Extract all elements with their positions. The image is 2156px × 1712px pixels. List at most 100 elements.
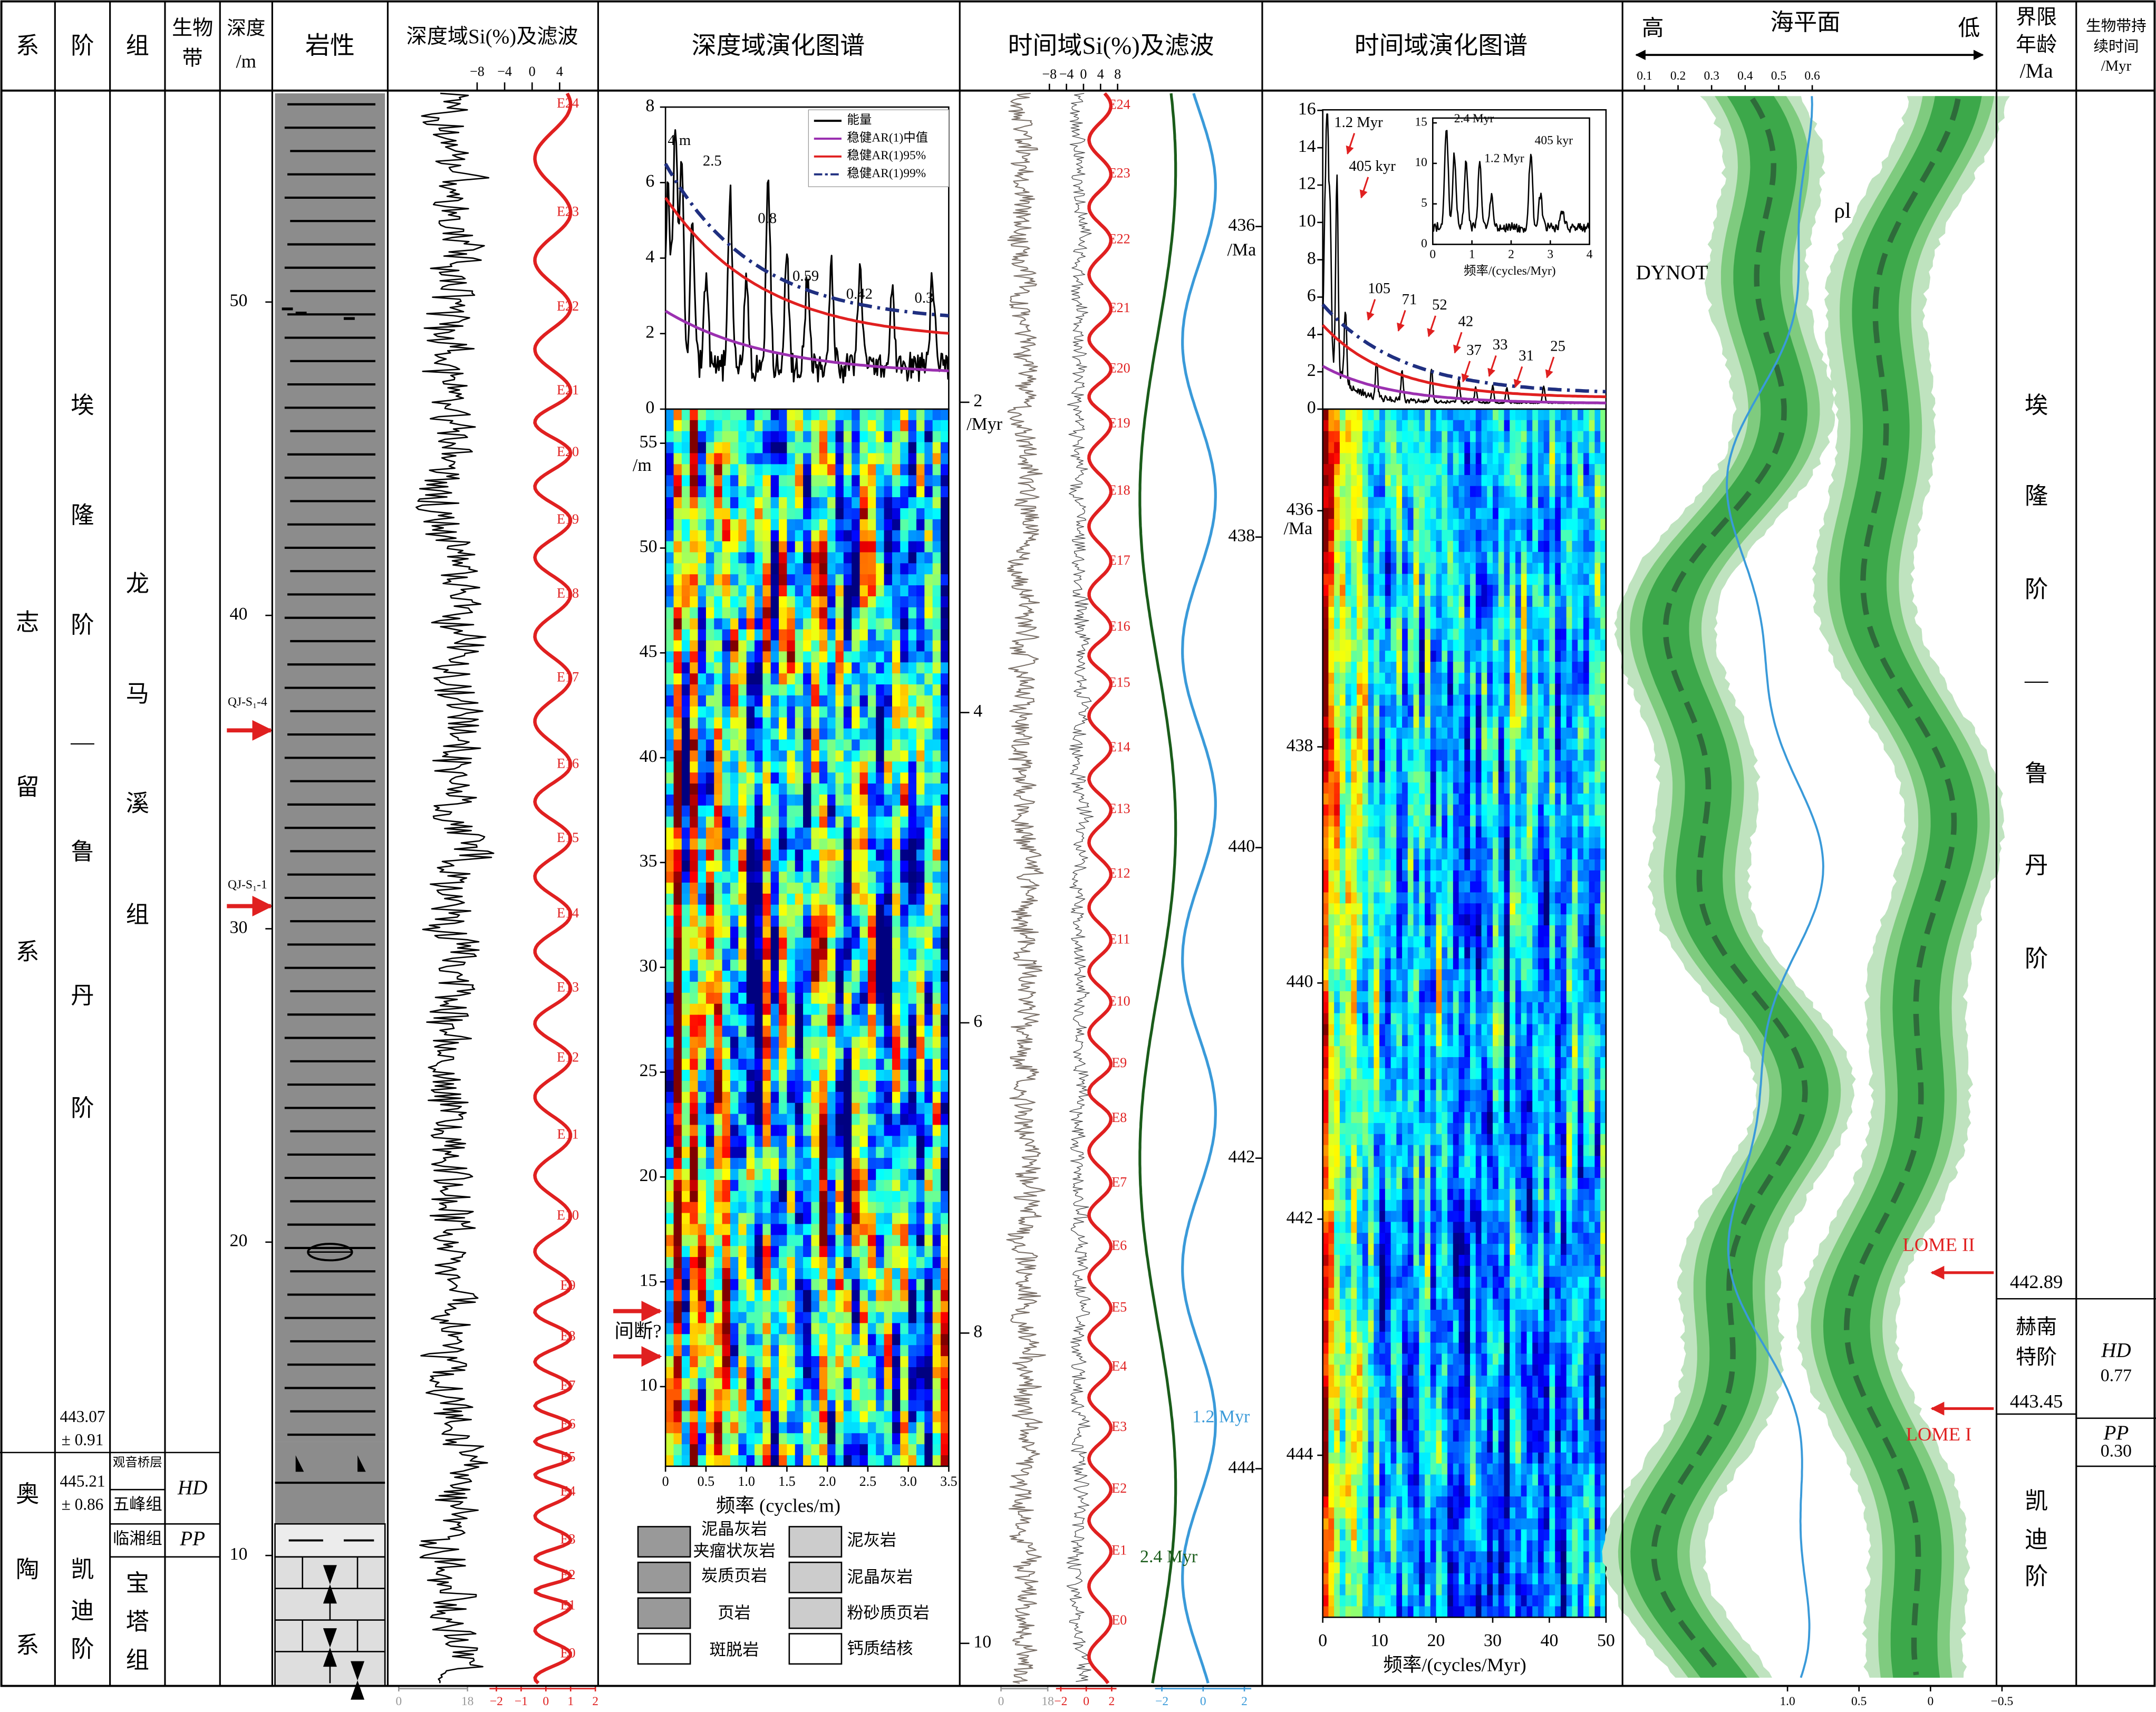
heat-cell bbox=[705, 1455, 715, 1467]
heat-cell bbox=[673, 1400, 682, 1412]
heat-cell bbox=[859, 981, 868, 993]
heat-cell bbox=[811, 816, 820, 828]
tick-label: 30 bbox=[230, 917, 248, 937]
heat-cell bbox=[681, 508, 691, 520]
heat-cell bbox=[705, 662, 715, 674]
heat-cell bbox=[681, 1422, 691, 1434]
heat-cell bbox=[738, 717, 747, 729]
heat-cell bbox=[811, 1400, 820, 1412]
heat-cell bbox=[1390, 508, 1397, 520]
heat-cell bbox=[1351, 530, 1358, 541]
heat-cell bbox=[681, 1235, 691, 1247]
heat-cell bbox=[924, 574, 933, 586]
heat-cell bbox=[730, 761, 739, 773]
heat-cell bbox=[1543, 409, 1550, 421]
heat-cell bbox=[1447, 475, 1454, 487]
label: 钙质结核 bbox=[847, 1639, 913, 1658]
heat-cell bbox=[730, 431, 739, 443]
heat-cell bbox=[932, 1213, 942, 1225]
heat-cell bbox=[859, 453, 868, 465]
heat-cell bbox=[762, 750, 771, 762]
heat-cell bbox=[876, 662, 885, 674]
heat-cell bbox=[803, 607, 812, 619]
heat-cell bbox=[714, 1444, 723, 1456]
heat-cell bbox=[900, 1059, 909, 1071]
heat-cell bbox=[1487, 409, 1494, 421]
heat-cell bbox=[1351, 540, 1358, 553]
heat-cell bbox=[1357, 508, 1363, 520]
heat-cell bbox=[705, 1102, 715, 1115]
heat-cell bbox=[1475, 606, 1482, 618]
heat-cell bbox=[1510, 475, 1516, 487]
heat-cell bbox=[714, 1378, 723, 1390]
heat-cell bbox=[1436, 519, 1443, 531]
heat-cell bbox=[1453, 420, 1459, 432]
heat-cell bbox=[690, 508, 699, 520]
heat-cell bbox=[779, 1169, 788, 1181]
heat-cell bbox=[884, 805, 893, 817]
heat-cell bbox=[827, 486, 836, 498]
cycle-label: E14 bbox=[1108, 739, 1130, 755]
heat-cell bbox=[819, 1433, 828, 1445]
heat-cell bbox=[722, 684, 731, 696]
heat-cell bbox=[852, 1279, 861, 1291]
heat-cell bbox=[859, 486, 868, 498]
heat-cell bbox=[884, 1179, 893, 1192]
heat-cell bbox=[827, 563, 836, 575]
heat-cell bbox=[673, 1433, 682, 1445]
heat-cell bbox=[1526, 606, 1533, 618]
heat-cell bbox=[1430, 563, 1437, 575]
heat-cell bbox=[705, 761, 715, 773]
tick-label: −2 bbox=[490, 1695, 503, 1708]
heat-cell bbox=[819, 1279, 828, 1291]
heat-cell bbox=[827, 1070, 836, 1081]
heat-cell bbox=[1419, 530, 1426, 541]
heat-cell bbox=[827, 1334, 836, 1346]
heat-cell bbox=[705, 442, 715, 454]
heat-cell bbox=[835, 992, 844, 1004]
label: 夹瘤状灰岩 bbox=[693, 1542, 775, 1560]
heat-cell bbox=[941, 1114, 950, 1126]
heat-cell bbox=[690, 816, 699, 828]
heat-cell bbox=[1498, 530, 1505, 541]
heat-cell bbox=[1498, 508, 1505, 520]
heat-cell bbox=[690, 827, 699, 839]
heat-cell bbox=[924, 607, 933, 619]
heat-cell bbox=[755, 1147, 763, 1159]
heat-cell bbox=[819, 849, 828, 862]
heat-cell bbox=[795, 860, 804, 873]
heat-cell bbox=[892, 1301, 901, 1313]
heat-cell bbox=[916, 662, 925, 674]
heat-cell bbox=[787, 728, 796, 740]
heat-cell bbox=[924, 1323, 933, 1335]
heat-cell bbox=[1402, 420, 1408, 432]
heat-cell bbox=[673, 409, 682, 421]
heat-cell bbox=[892, 872, 901, 884]
heat-cell bbox=[924, 838, 933, 850]
heat-cell bbox=[867, 949, 877, 961]
heat-cell bbox=[867, 574, 877, 586]
heat-cell bbox=[665, 1279, 674, 1291]
heat-cell bbox=[916, 1422, 925, 1434]
heat-cell bbox=[1583, 486, 1590, 498]
heat-cell bbox=[867, 728, 877, 740]
heat-cell bbox=[673, 1224, 682, 1236]
heat-cell bbox=[852, 1125, 861, 1137]
heat-cell bbox=[867, 1059, 877, 1071]
heat-cell bbox=[698, 1179, 707, 1192]
heat-cell bbox=[770, 1268, 780, 1280]
heat-cell bbox=[1442, 442, 1448, 454]
tick-label: 2 bbox=[1508, 248, 1514, 262]
heat-cell bbox=[1538, 508, 1544, 520]
heat-cell bbox=[1481, 552, 1488, 564]
heat-cell bbox=[762, 883, 771, 894]
heat-cell bbox=[843, 497, 853, 509]
heat-cell bbox=[1413, 574, 1420, 586]
heat-cell bbox=[690, 1213, 699, 1225]
heat-cell bbox=[1526, 420, 1533, 432]
heat-cell bbox=[924, 992, 933, 1004]
heat-cell bbox=[795, 1136, 804, 1148]
cycle-label: E20 bbox=[557, 444, 579, 459]
heat-cell bbox=[665, 1147, 674, 1159]
heat-cell bbox=[819, 541, 828, 553]
